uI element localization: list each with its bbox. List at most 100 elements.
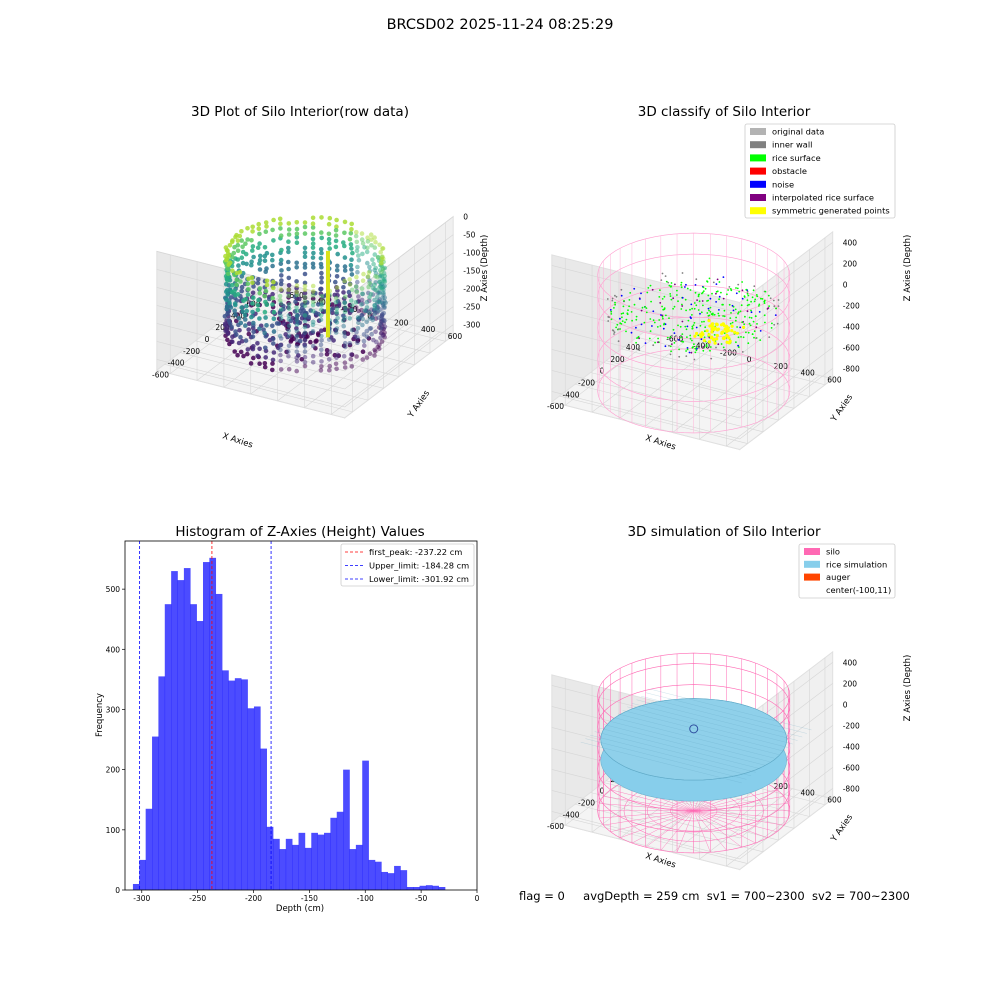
classified-point — [769, 297, 772, 300]
raw-point — [349, 272, 355, 277]
raw-point — [244, 308, 249, 314]
raw-point — [346, 289, 352, 295]
raw-point — [241, 353, 246, 359]
classified-point — [715, 301, 717, 303]
classified-point — [686, 348, 689, 351]
raw-point — [278, 347, 283, 353]
classified-point — [721, 303, 724, 306]
raw-point — [278, 287, 284, 292]
raw-point — [302, 265, 308, 270]
simulation-xlabel: X Axies — [644, 851, 677, 870]
silo-floor-spoke — [603, 796, 694, 811]
classified-point — [619, 328, 621, 330]
raw-point — [372, 311, 378, 317]
classified-point — [665, 280, 668, 283]
raw-point — [245, 347, 251, 352]
histogram-bar — [164, 604, 172, 890]
classified-point — [649, 284, 652, 287]
raw-point — [347, 341, 353, 346]
grid-line — [344, 306, 454, 390]
classified-point — [700, 311, 703, 314]
classified-point — [623, 300, 625, 302]
raw-point — [255, 277, 261, 282]
raw-point — [333, 361, 339, 367]
classified-point — [672, 297, 675, 300]
classified-point — [651, 288, 654, 291]
raw-point — [245, 351, 250, 357]
grid-line — [672, 361, 766, 433]
classified-point — [670, 285, 672, 287]
raw-point — [251, 254, 256, 260]
raw-point — [335, 263, 340, 269]
raw-point — [310, 319, 316, 325]
y-tick-label: 400 — [421, 325, 436, 334]
grid-line — [739, 326, 833, 398]
histogram-bar — [394, 865, 401, 890]
symmetric-point — [733, 330, 737, 334]
raw-point — [310, 241, 316, 246]
raw-point — [362, 343, 367, 348]
raw-point — [318, 286, 323, 292]
legend-swatch — [750, 128, 766, 135]
raw-point — [372, 235, 377, 240]
legend-label: Lower_limit: -301.92 cm — [369, 574, 469, 584]
classified-point — [698, 293, 700, 296]
silo-floor-spoke — [693, 810, 785, 826]
raw-point — [262, 245, 268, 250]
classified-point — [760, 297, 762, 300]
raw-point — [225, 266, 231, 272]
classified-point — [746, 299, 749, 302]
classified-point — [669, 353, 672, 356]
raw-point — [378, 249, 384, 255]
raw-point — [232, 288, 237, 294]
raw-point — [286, 306, 292, 311]
classified-point — [633, 287, 636, 290]
raw-point — [372, 245, 378, 250]
classified-point — [611, 297, 614, 300]
classified-point — [649, 330, 652, 332]
raw-point — [318, 313, 324, 318]
classified-point — [676, 289, 678, 292]
raw-point — [354, 274, 359, 280]
legend-label: first_peak: -237.22 cm — [369, 547, 462, 557]
raw-point — [318, 352, 324, 357]
raw-point — [348, 356, 354, 362]
raw-point — [373, 274, 378, 279]
raw-point — [314, 338, 319, 344]
silo-floor-spoke — [676, 810, 694, 853]
classified-point — [674, 283, 676, 286]
symmetric-point — [707, 340, 712, 344]
simulation-panel-title: 3D simulation of Silo Interior — [627, 524, 821, 540]
raw-point — [249, 238, 254, 243]
symmetric-point — [713, 341, 717, 345]
symmetric-point — [712, 327, 716, 331]
classified-point — [731, 304, 734, 307]
raw-point — [279, 278, 284, 283]
histogram-bar — [419, 885, 427, 890]
histogram-bar — [132, 883, 140, 890]
raw-point — [311, 343, 316, 349]
raw-point — [375, 254, 381, 260]
classified-point — [665, 314, 667, 317]
classified-point — [755, 326, 758, 329]
histogram-bar — [368, 859, 376, 890]
classified-point — [612, 329, 615, 332]
z-tick-label: -600 — [843, 763, 860, 772]
classified-point — [640, 323, 643, 326]
raw-point — [239, 255, 245, 260]
raw-point — [286, 333, 292, 339]
raw-point — [249, 262, 254, 268]
silo-floor-spoke — [620, 810, 694, 839]
raw-point — [270, 291, 275, 297]
classified-point — [706, 300, 708, 302]
classified-point — [669, 293, 672, 295]
raw-point — [271, 329, 277, 334]
classified-point — [741, 281, 743, 283]
classified-point — [710, 357, 713, 360]
y-tick-label: 300 — [106, 705, 121, 714]
classified-point — [681, 296, 684, 299]
symmetric-point — [730, 324, 734, 328]
grid-line — [645, 354, 739, 426]
classified-point — [732, 309, 735, 312]
x-tick-label: -600 — [547, 402, 564, 411]
